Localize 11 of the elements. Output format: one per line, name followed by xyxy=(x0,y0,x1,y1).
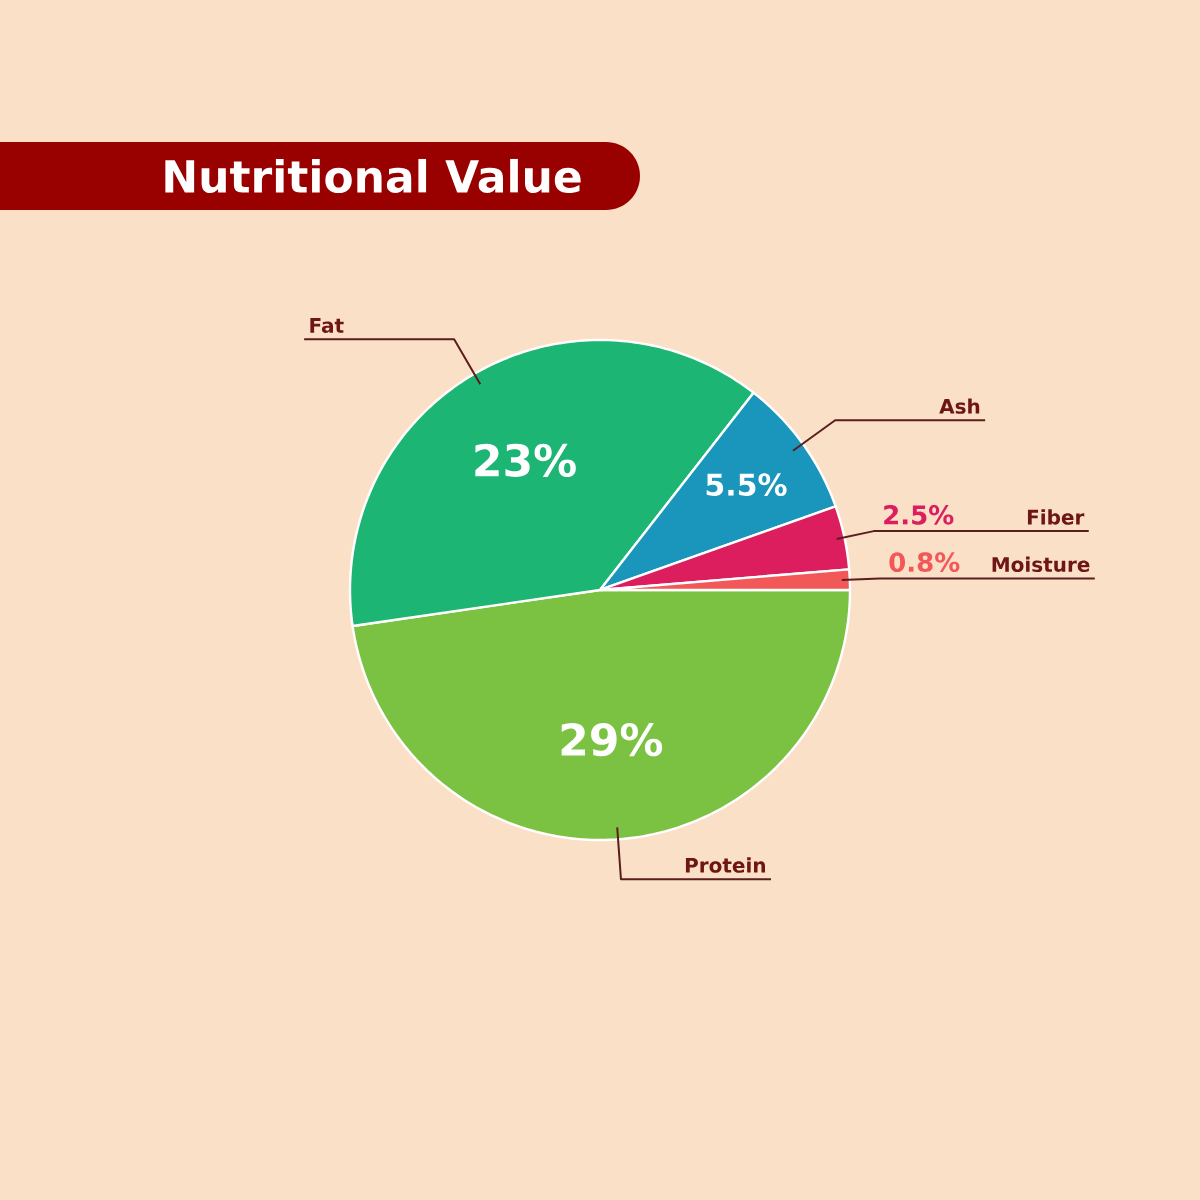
slice-label: Fiber xyxy=(1027,509,1085,525)
data-label: 29% xyxy=(561,722,663,757)
data-label: 0.8% xyxy=(889,552,960,573)
slice-label: Moisture xyxy=(992,556,1090,573)
slice-label: Fat xyxy=(310,318,344,333)
data-label: 23% xyxy=(475,443,576,477)
slice-label: Ash xyxy=(939,398,980,414)
data-label: 5.5% xyxy=(706,473,787,496)
chart-title: Nutritional Value xyxy=(165,158,581,194)
data-label: 2.5% xyxy=(884,505,954,525)
slice-label: Protein xyxy=(685,857,766,873)
